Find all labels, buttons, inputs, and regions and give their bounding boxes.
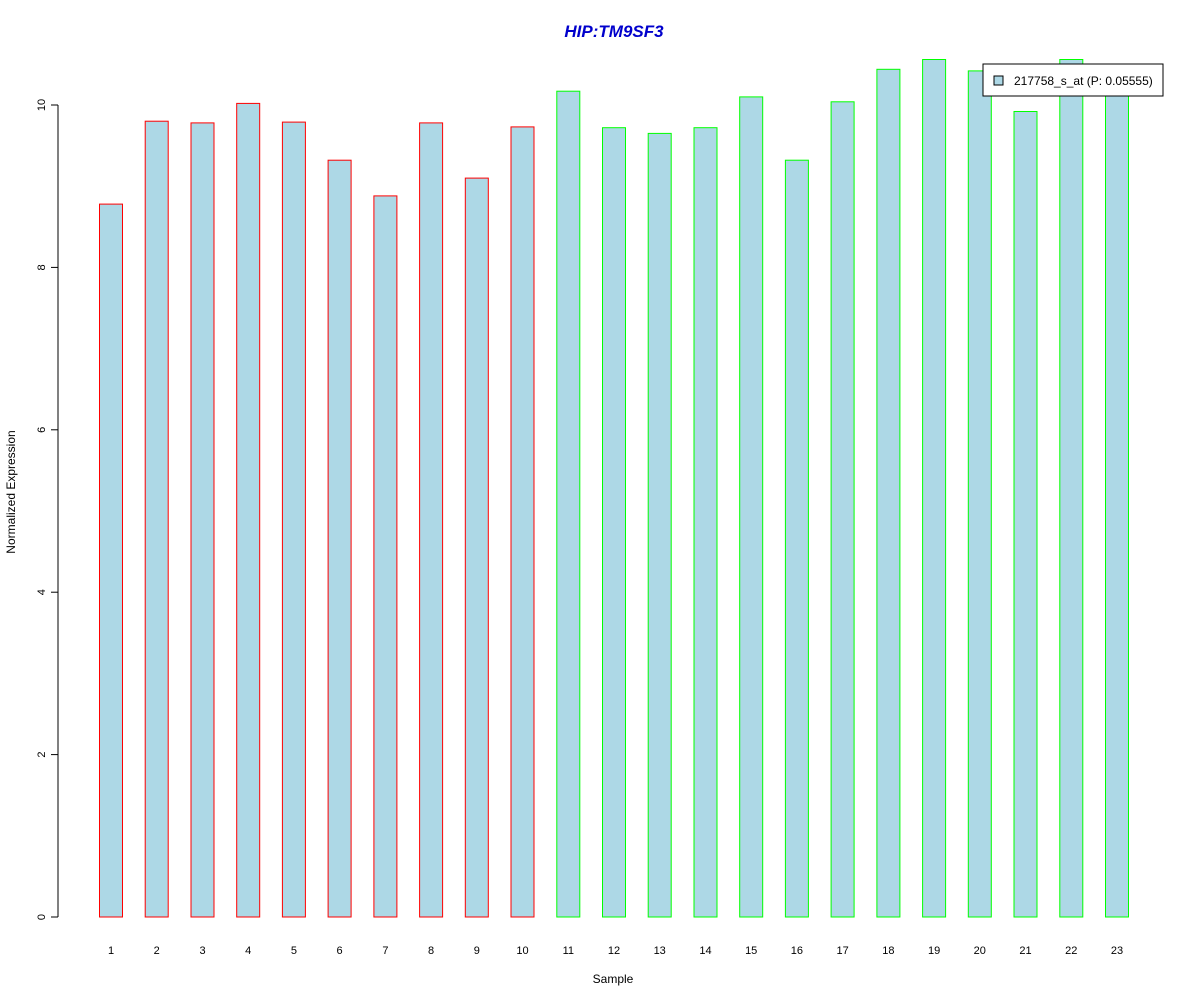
x-tick-label: 17 (836, 945, 848, 957)
y-tick-label: 4 (36, 589, 48, 595)
x-tick-label: 22 (1065, 945, 1077, 957)
bar-sample-18 (876, 68, 901, 918)
x-tick-label: 8 (428, 945, 434, 957)
bar-sample-17 (830, 101, 855, 918)
bar-sample-13 (647, 132, 672, 918)
legend: 217758_s_at (P: 0.05555) (982, 63, 1164, 97)
bar-sample-7 (373, 195, 398, 918)
x-tick-label: 12 (608, 945, 620, 957)
x-tick-label: 2 (154, 945, 160, 957)
bar-sample-14 (693, 127, 718, 918)
bar-sample-8 (419, 122, 444, 918)
y-tick-label: 8 (36, 264, 48, 270)
chart-title: HIP:TM9SF3 (564, 22, 664, 41)
bar-sample-11 (556, 90, 581, 918)
bar-sample-10 (510, 126, 535, 918)
bar-sample-23 (1105, 80, 1129, 918)
bar-sample-12 (602, 127, 626, 918)
x-tick-label: 21 (1019, 945, 1031, 957)
x-tick-label: 1 (108, 945, 114, 957)
y-axis: 0 2 4 6 8 10 (36, 99, 59, 920)
x-tick-label: 18 (882, 945, 894, 957)
x-tick-label: 4 (245, 945, 251, 957)
legend-swatch (993, 75, 1004, 86)
bar-sample-16 (784, 159, 809, 918)
bars-group (99, 59, 1129, 918)
x-tick-label: 19 (928, 945, 940, 957)
x-tick-label: 10 (516, 945, 528, 957)
bar-sample-22 (1059, 59, 1084, 918)
bar-sample-4 (236, 102, 261, 918)
x-tick-label: 15 (745, 945, 757, 957)
y-tick-label: 6 (36, 427, 48, 433)
bar-sample-3 (190, 122, 215, 918)
x-tick-label: 23 (1111, 945, 1123, 957)
bar-sample-2 (144, 120, 169, 918)
y-tick-label: 0 (36, 914, 48, 920)
bar-sample-20 (967, 70, 992, 918)
x-tick-label: 3 (199, 945, 205, 957)
x-tick-label: 5 (291, 945, 297, 957)
bar-sample-21 (1013, 111, 1038, 918)
bar-sample-1 (99, 203, 123, 918)
x-tick-label: 20 (974, 945, 986, 957)
x-tick-label: 6 (337, 945, 343, 957)
bar-sample-15 (739, 96, 764, 918)
y-tick-label: 2 (36, 752, 48, 758)
bar-sample-9 (464, 177, 489, 918)
y-tick-label: 10 (36, 99, 48, 111)
y-axis-label: Normalized Expression (4, 430, 18, 553)
x-axis-label: Sample (593, 972, 634, 986)
x-tick-label: 11 (563, 945, 574, 957)
bar-sample-5 (281, 121, 306, 918)
x-tick-label: 9 (474, 945, 480, 957)
bar-sample-6 (327, 159, 352, 918)
x-tick-label: 14 (699, 945, 711, 957)
x-tick-label: 13 (654, 945, 666, 957)
x-tick-label: 7 (382, 945, 388, 957)
x-tick-labels: 1 2 3 4 5 6 7 8 9 10 11 12 13 14 15 16 17 18 19 20 21 22 23 (108, 945, 1123, 957)
legend-label: 217758_s_at (P: 0.05555) (1014, 74, 1153, 88)
legend-box (982, 63, 1164, 97)
bar-sample-19 (922, 59, 947, 918)
x-tick-label: 16 (791, 945, 803, 957)
